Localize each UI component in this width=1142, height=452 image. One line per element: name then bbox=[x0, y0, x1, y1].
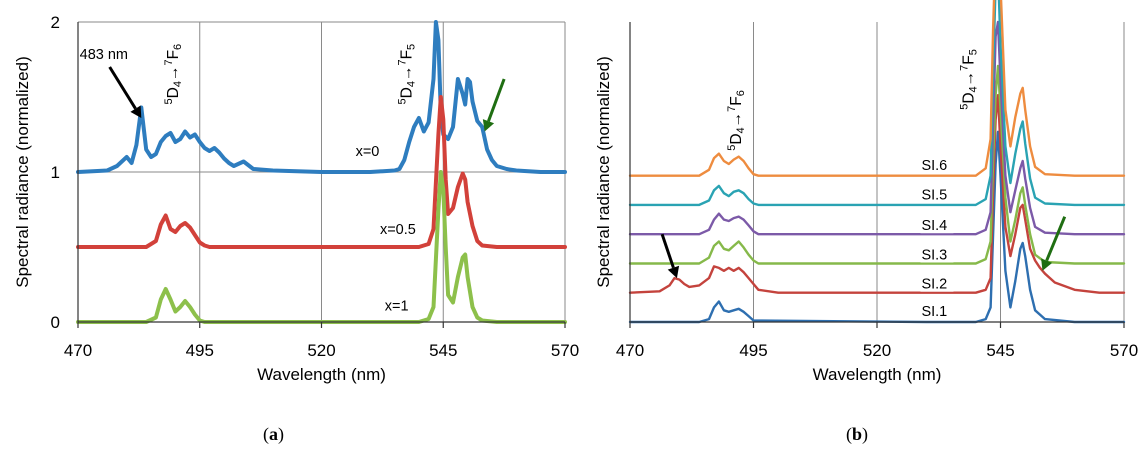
annotation-arrow-head bbox=[482, 119, 495, 132]
series-label-x-1: x=1 bbox=[385, 299, 409, 315]
x-tick-label: 570 bbox=[1110, 341, 1138, 360]
transition-part: 4 bbox=[172, 81, 184, 87]
annotation-arrow-head bbox=[1041, 258, 1053, 271]
transition-part: D bbox=[165, 87, 182, 98]
series-line-x-1 bbox=[76, 170, 567, 324]
x-tick-label: 520 bbox=[307, 341, 335, 360]
transition-part: D bbox=[960, 92, 977, 103]
transition-part: 4 bbox=[735, 127, 747, 133]
series-label-x-0: x=0 bbox=[356, 144, 380, 160]
annotation-arrow-shaft bbox=[660, 233, 675, 269]
series-label-x-0-5: x=0.5 bbox=[380, 222, 416, 238]
transition-part: 5 bbox=[163, 98, 175, 104]
transition-part: 5 bbox=[397, 98, 409, 104]
y-tick-label: 1 bbox=[51, 163, 60, 182]
annotation-arrow-head bbox=[130, 105, 142, 118]
x-axis-label: Wavelength (nm) bbox=[813, 365, 942, 384]
series-label-si-5: SI.5 bbox=[921, 187, 947, 203]
transition-part: 6 bbox=[735, 90, 747, 96]
caption-a: (a) bbox=[263, 424, 284, 445]
series-label-si-6: SI.6 bbox=[921, 158, 947, 174]
caption-a-open: ( bbox=[263, 424, 269, 444]
series-label-bg bbox=[920, 246, 954, 263]
caption-b-open: ( bbox=[846, 424, 852, 444]
x-tick-label: 495 bbox=[186, 341, 214, 360]
transition-part: F bbox=[165, 50, 182, 59]
x-tick-label: 495 bbox=[739, 341, 767, 360]
series-label-si-3: SI.3 bbox=[921, 247, 947, 263]
x-axis-label: Wavelength (nm) bbox=[257, 365, 386, 384]
x-tick-label: 520 bbox=[863, 341, 891, 360]
transition-label: 5D4→7F5 bbox=[397, 44, 418, 105]
series-label-si-2: SI.2 bbox=[921, 277, 947, 293]
series-label-si-4: SI.4 bbox=[921, 218, 947, 234]
transition-part: 5 bbox=[958, 104, 970, 110]
transition-part: F bbox=[399, 50, 416, 59]
transition-part: D bbox=[728, 133, 745, 144]
transition-part: F bbox=[960, 55, 977, 64]
series-label-bg bbox=[920, 275, 954, 292]
transition-part: 7 bbox=[163, 59, 175, 65]
series-label-bg bbox=[920, 157, 954, 174]
series-line-si-4 bbox=[628, 20, 1126, 236]
x-tick-label: 545 bbox=[429, 341, 457, 360]
x-tick-label: 545 bbox=[986, 341, 1014, 360]
series-line-si-6 bbox=[628, 0, 1126, 177]
caption-b-letter: b bbox=[852, 424, 863, 444]
series-label-bg bbox=[920, 302, 954, 319]
series-line-x-0 bbox=[76, 20, 567, 174]
transition-part: 7 bbox=[726, 106, 738, 112]
transition-part: 5 bbox=[967, 49, 979, 55]
transition-part: 4 bbox=[967, 86, 979, 92]
y-axis-label: Spectral radiance (normalized) bbox=[13, 56, 32, 288]
transition-label: 5D4→7F5 bbox=[958, 49, 979, 110]
y-tick-label: 2 bbox=[51, 13, 60, 32]
transition-part: 6 bbox=[172, 44, 184, 50]
caption-a-letter: a bbox=[269, 424, 278, 444]
annotation-arrow-shaft bbox=[108, 66, 137, 110]
transition-part: D bbox=[399, 87, 416, 98]
y-axis-label: Spectral radiance (normalized) bbox=[594, 56, 613, 288]
annotation-arrow-head bbox=[667, 265, 680, 279]
transition-part: → bbox=[399, 66, 416, 82]
annotation-text: 483 nm bbox=[80, 47, 128, 63]
series-line-si-5 bbox=[628, 0, 1126, 207]
series-label-si-1: SI.1 bbox=[921, 304, 947, 320]
caption-b: (b) bbox=[846, 424, 868, 445]
series-line-si-2 bbox=[628, 94, 1126, 294]
transition-part: → bbox=[165, 66, 182, 82]
transition-part: 5 bbox=[406, 44, 418, 50]
transition-part: → bbox=[728, 112, 745, 128]
annotation-arrow-shaft bbox=[487, 78, 506, 122]
annotation-arrow-shaft bbox=[1045, 216, 1067, 262]
x-tick-label: 570 bbox=[551, 341, 579, 360]
transition-part: 4 bbox=[406, 81, 418, 87]
series-line-si-1 bbox=[628, 130, 1126, 324]
transition-label: 5D4→7F6 bbox=[726, 90, 747, 151]
transition-part: 7 bbox=[397, 59, 409, 65]
transition-part: 7 bbox=[958, 65, 970, 71]
series-line-si-3 bbox=[628, 64, 1126, 265]
series-label-bg bbox=[920, 186, 954, 203]
transition-part: → bbox=[960, 71, 977, 87]
series-label-bg bbox=[920, 217, 954, 234]
series-line-x-0-5 bbox=[76, 95, 567, 249]
x-tick-label: 470 bbox=[616, 341, 644, 360]
caption-a-close: ) bbox=[278, 424, 284, 444]
y-tick-label: 0 bbox=[51, 313, 60, 332]
x-tick-label: 470 bbox=[64, 341, 92, 360]
transition-label: 5D4→7F6 bbox=[163, 44, 184, 105]
transition-part: 5 bbox=[726, 145, 738, 151]
caption-b-close: ) bbox=[862, 424, 869, 444]
transition-part: F bbox=[728, 96, 745, 105]
